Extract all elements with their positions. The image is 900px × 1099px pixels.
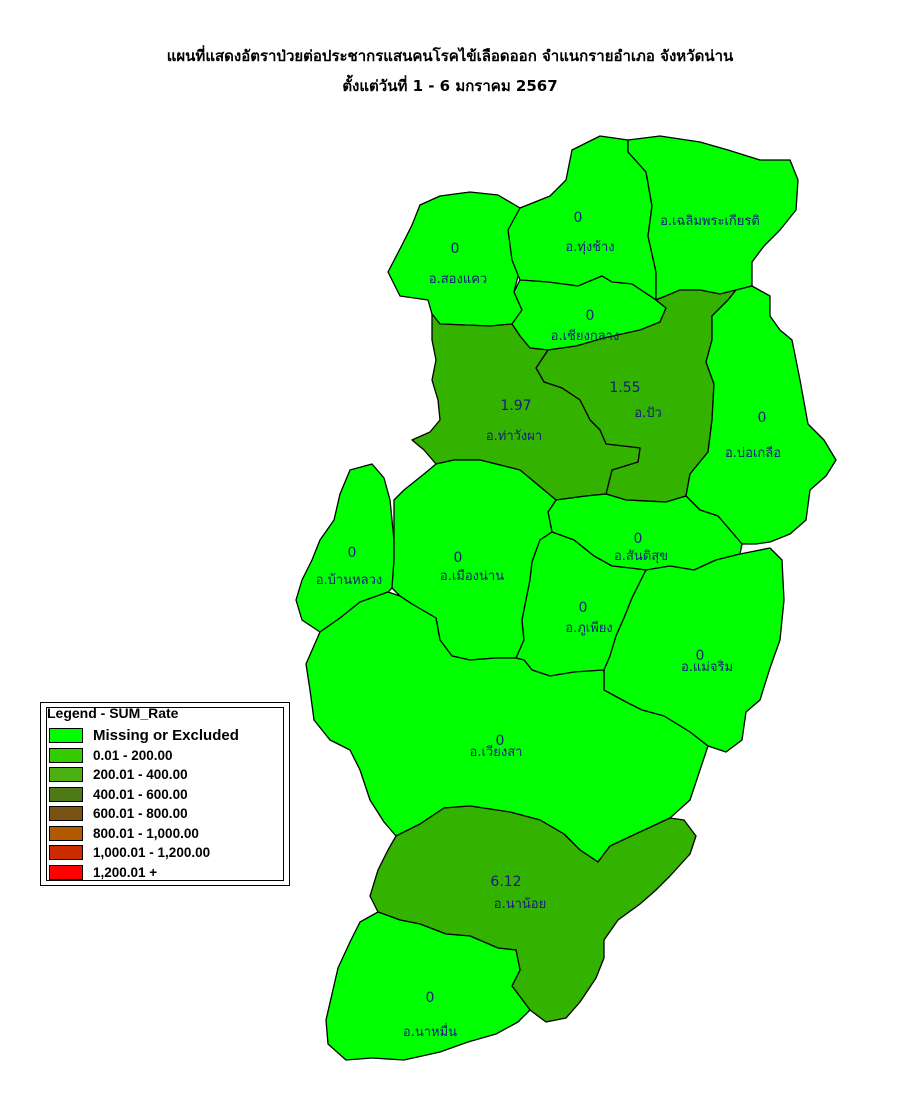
legend-item: 0.01 - 200.00 <box>49 747 173 764</box>
legend-label: Missing or Excluded <box>93 727 239 744</box>
value-mueang: 0 <box>454 550 463 566</box>
value-nanoi: 6.12 <box>490 874 521 890</box>
legend-title: Legend - SUM_Rate <box>47 705 179 721</box>
district-maecharim[interactable] <box>603 547 785 753</box>
legend-label: 800.01 - 1,000.00 <box>93 825 199 841</box>
legend-swatch <box>49 825 83 841</box>
label-chianglang: อ.เชียงกลาง <box>551 328 620 344</box>
legend-item: Missing or Excluded <box>49 727 239 744</box>
label-boklua: อ.บ่อเกลือ <box>725 445 781 461</box>
legend-label: 600.01 - 800.00 <box>93 806 188 821</box>
value-maecharim: 0 <box>696 648 705 664</box>
value-chianglang: 0 <box>586 308 595 324</box>
district-labels: 0 อ.สองแคว 0 อ.ทุ่งช้าง อ.เฉลิมพระเกียรต… <box>316 210 781 1040</box>
legend-label: 200.01 - 400.00 <box>93 767 188 782</box>
legend-label: 1,200.01 + <box>93 864 158 880</box>
value-banluang: 0 <box>348 545 357 561</box>
value-pua: 1.55 <box>609 380 640 396</box>
district-boklua[interactable] <box>685 285 837 545</box>
legend-swatch <box>49 767 83 782</box>
map-title: แผนที่แสดงอัตราป่วยต่อประชากรแสนคนโรคไข้… <box>166 47 734 65</box>
value-santisuk: 0 <box>634 531 643 547</box>
district-songkhwae[interactable] <box>387 191 523 327</box>
label-nanoi: อ.นาน้อย <box>494 897 546 912</box>
district-namuen[interactable] <box>325 911 531 1061</box>
label-mueang: อ.เมืองน่าน <box>440 568 504 584</box>
legend-item: 1,000.01 - 1,200.00 <box>49 844 210 861</box>
legend-item: 600.01 - 800.00 <box>49 805 188 822</box>
legend-frame <box>46 707 284 881</box>
district-thawangpha[interactable] <box>411 313 641 501</box>
legend-item: 200.01 - 400.00 <box>49 766 188 783</box>
label-thawangpha: อ.ท่าวังผา <box>486 429 542 444</box>
map-subtitle-date-range: ตั้งแต่วันที่ 1 - 6 มกราคม 2567 <box>342 77 558 95</box>
label-santisuk: อ.สันติสุข <box>614 549 668 564</box>
legend-label: 400.01 - 600.00 <box>93 786 188 802</box>
legend-swatch <box>49 728 83 743</box>
value-thawangpha: 1.97 <box>500 398 531 414</box>
legend-swatch <box>49 786 83 802</box>
label-namuen: อ.นาหมื่น <box>403 1023 457 1040</box>
label-chaloem: อ.เฉลิมพระเกียรติ <box>660 213 760 229</box>
label-thungchang: อ.ทุ่งช้าง <box>565 240 614 255</box>
legend-item: 1,200.01 + <box>49 864 157 881</box>
value-wiangsa: 0 <box>496 733 505 749</box>
legend-label: 1,000.01 - 1,200.00 <box>93 845 211 860</box>
label-banluang: อ.บ้านหลวง <box>316 573 383 588</box>
value-phupiang: 0 <box>579 600 588 616</box>
legend-swatch <box>49 806 83 821</box>
legend-item: 400.01 - 600.00 <box>49 786 188 803</box>
district-wiangsa[interactable] <box>305 591 709 863</box>
label-maecharim: อ.แม่จริม <box>681 660 733 675</box>
legend-item: 800.01 - 1,000.00 <box>49 825 199 842</box>
legend-swatch <box>49 864 83 880</box>
legend-swatch <box>49 845 83 860</box>
value-songkhwae: 0 <box>451 241 460 257</box>
label-phupiang: อ.ภูเพียง <box>565 620 613 636</box>
legend-label: 0.01 - 200.00 <box>93 747 173 763</box>
label-pua: อ.ปัว <box>634 406 662 421</box>
label-wiangsa: อ.เวียงสา <box>470 744 523 760</box>
value-thungchang: 0 <box>574 210 583 226</box>
legend-swatch <box>49 747 83 763</box>
value-namuen: 0 <box>426 990 435 1006</box>
value-boklua: 0 <box>758 410 767 426</box>
map-legend: Legend - SUM_Rate Missing or Excluded 0.0… <box>40 702 290 886</box>
label-songkhwae: อ.สองแคว <box>429 272 487 287</box>
district-chaloem[interactable] <box>627 135 799 301</box>
